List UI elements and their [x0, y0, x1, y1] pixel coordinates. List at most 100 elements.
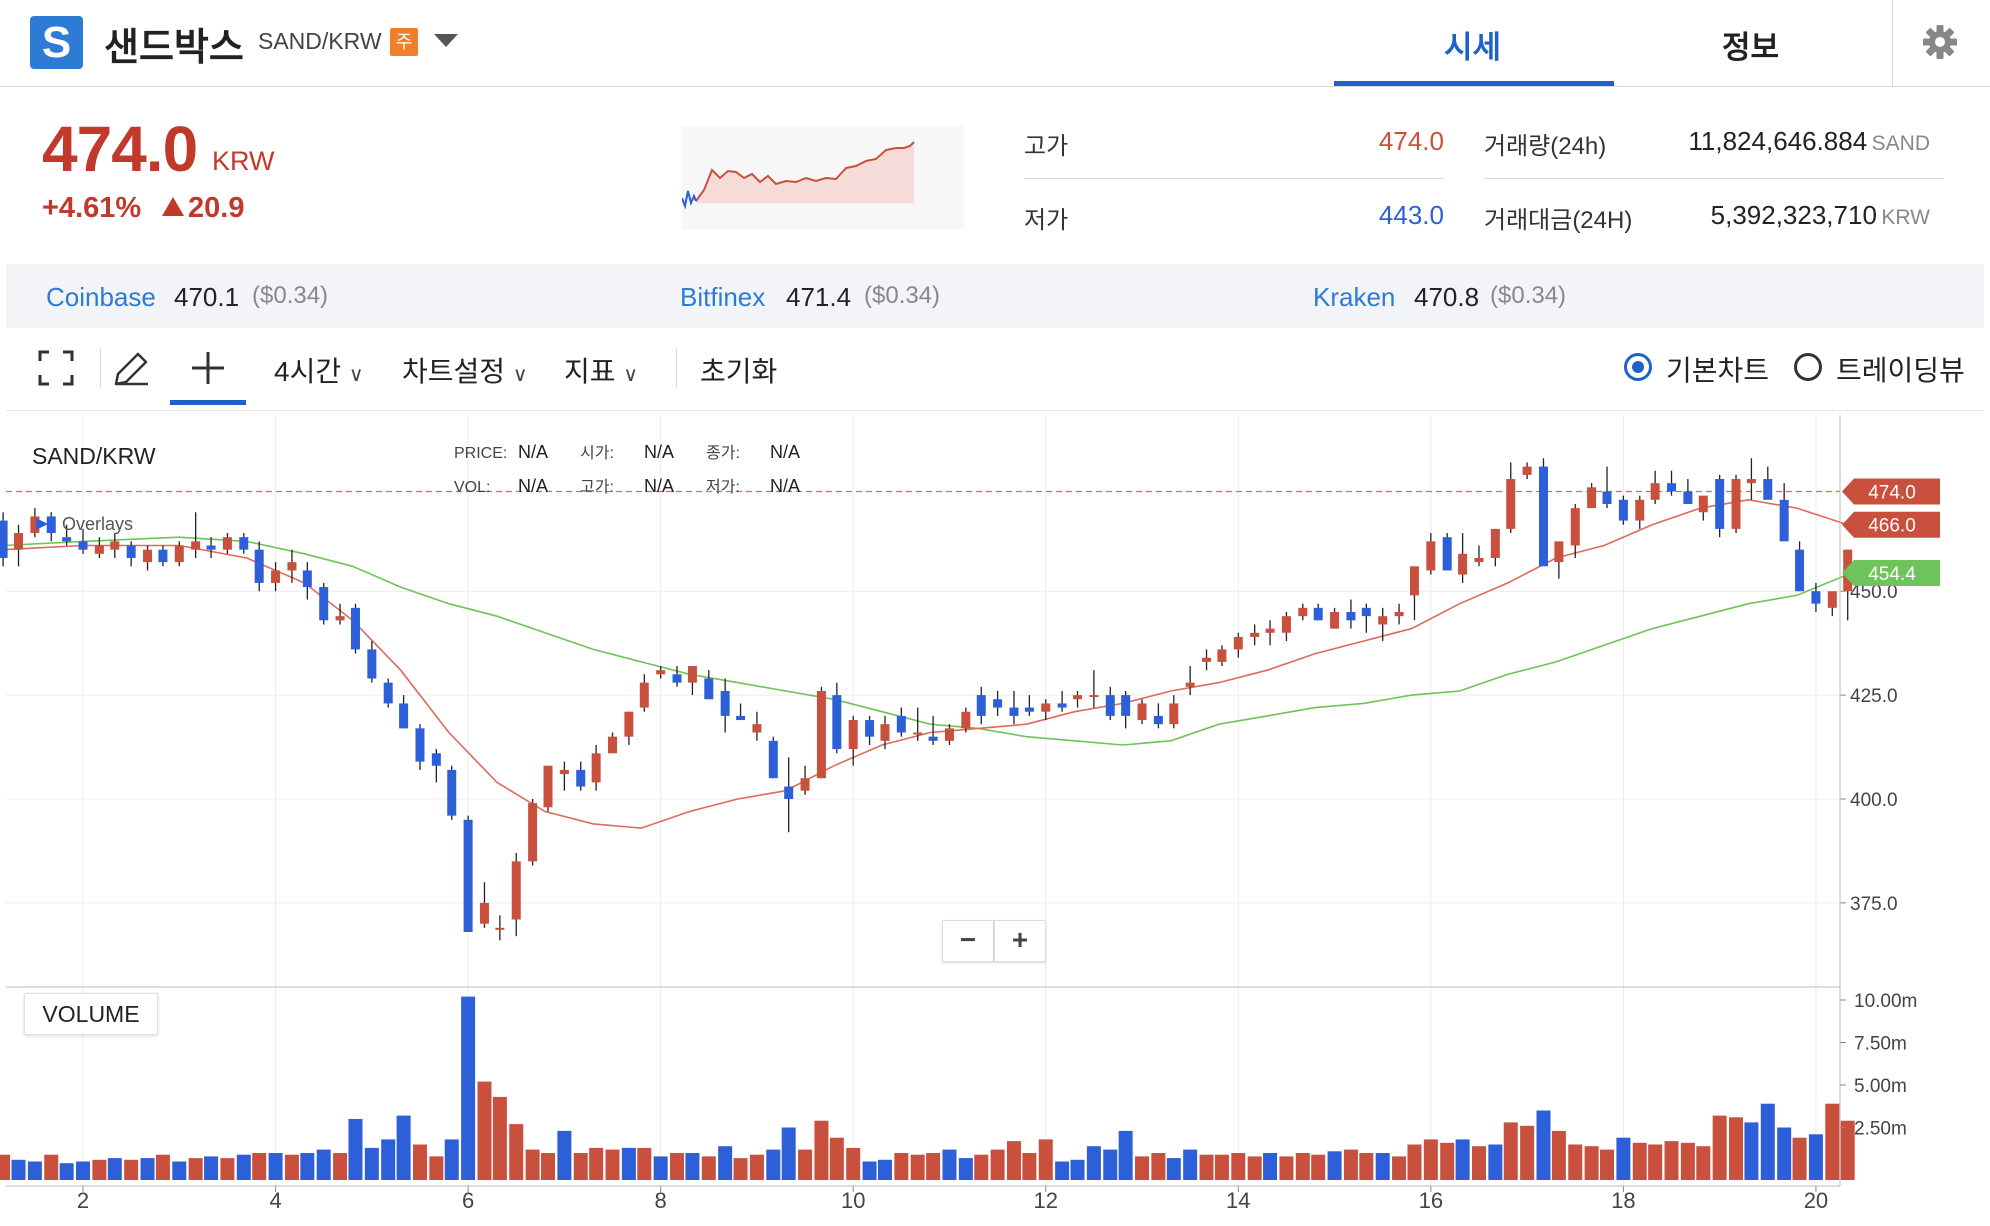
candle-body	[399, 703, 409, 729]
volume-bar	[1696, 1146, 1711, 1180]
expand-overlays-icon[interactable]	[36, 518, 48, 530]
zoom-out-button[interactable]: −	[942, 920, 994, 962]
volume-bar	[1471, 1146, 1486, 1180]
candle-body	[1587, 487, 1597, 509]
volume-bar	[541, 1153, 556, 1180]
high-label: 고가	[1024, 133, 1069, 160]
tab-info[interactable]: 정보	[1722, 30, 1780, 65]
volume-bar	[348, 1119, 363, 1180]
indicators-dropdown[interactable]: 지표 ∨	[564, 350, 638, 390]
candle-body	[1330, 612, 1340, 629]
candle-body	[816, 690, 826, 779]
change-percent: +4.61%	[42, 192, 142, 224]
candle-body	[1105, 695, 1115, 716]
volume-bar	[1503, 1122, 1518, 1180]
coin-dropdown-icon[interactable]	[434, 34, 458, 47]
volume-bar	[461, 996, 476, 1180]
volume-bar	[573, 1153, 588, 1180]
candle-body	[1169, 703, 1179, 725]
chevron-down-icon: ∨	[348, 364, 364, 386]
candle-body	[736, 715, 746, 721]
x-tick-label: 8	[655, 1188, 667, 1213]
volume-bar	[11, 1159, 26, 1180]
candle-body	[1250, 632, 1260, 637]
candle-body	[896, 715, 906, 733]
volume-bar	[589, 1147, 604, 1180]
volume-bar	[1664, 1141, 1679, 1180]
volume-bar	[846, 1147, 861, 1180]
exchange-price: 470.1	[174, 282, 240, 312]
volume-bar	[124, 1159, 139, 1180]
crosshair-icon	[192, 352, 224, 384]
candle-body	[880, 724, 890, 741]
candle-body	[1361, 607, 1371, 617]
volume-bar	[1455, 1139, 1470, 1180]
zoom-in-button[interactable]: +	[994, 920, 1046, 962]
crosshair-tool-button[interactable]	[186, 348, 230, 393]
ma-long-line	[3, 536, 1849, 746]
volume-bar	[107, 1158, 122, 1180]
candle-body	[191, 541, 201, 550]
candle-body	[1635, 499, 1645, 521]
candle-body	[1650, 483, 1660, 500]
x-tick-label: 4	[269, 1188, 281, 1213]
candle-body	[302, 570, 312, 588]
candle-body	[126, 545, 136, 558]
reset-button[interactable]: 초기화	[700, 356, 778, 387]
volume-bar	[670, 1153, 685, 1180]
candle-body	[511, 861, 521, 920]
exchange-coinbase[interactable]: Coinbase	[46, 282, 156, 312]
volume-bar	[1600, 1149, 1615, 1180]
candle-body	[495, 927, 505, 930]
pair-label: SAND/KRW	[258, 28, 382, 54]
legend-price-label: PRICE:	[454, 445, 507, 462]
volume-bar	[1488, 1144, 1503, 1180]
legend-low-value: N/A	[770, 476, 800, 496]
interval-dropdown[interactable]: 4시간 ∨	[274, 350, 364, 390]
volume-bar	[59, 1163, 74, 1180]
exchange-bitfinex[interactable]: Bitfinex	[680, 282, 766, 312]
exchange-kraken[interactable]: Kraken	[1313, 282, 1396, 312]
candle-body	[576, 769, 586, 787]
candle-body	[1057, 703, 1067, 708]
volume-bar	[477, 1081, 492, 1180]
volume-bar	[188, 1158, 203, 1180]
chart-settings-dropdown[interactable]: 차트설정 ∨	[402, 350, 527, 390]
divider	[1484, 178, 1944, 179]
sparkline-fill	[696, 142, 914, 203]
volume-bar	[204, 1156, 219, 1180]
radio-selected-icon	[1624, 353, 1652, 381]
volume-bar	[653, 1156, 668, 1180]
settings-button[interactable]	[1892, 0, 1990, 86]
volume-bar	[942, 1149, 957, 1180]
candle-body	[784, 786, 794, 799]
candle-body	[46, 516, 56, 534]
candle-body	[271, 570, 281, 583]
volume-bar	[1103, 1149, 1118, 1180]
legend-vol-value: N/A	[518, 476, 548, 496]
fullscreen-button[interactable]	[38, 350, 74, 391]
volume-bar	[509, 1124, 524, 1180]
candle-body	[383, 682, 393, 704]
candle-body	[158, 549, 168, 563]
price-marker-label: 474.0	[1868, 482, 1916, 503]
candle-body	[415, 728, 425, 762]
volume-bar	[92, 1159, 107, 1180]
volume-bar	[1840, 1120, 1855, 1180]
volume-bar	[1166, 1158, 1181, 1180]
low-label: 저가	[1024, 207, 1069, 234]
tab-market-price[interactable]: 시세	[1444, 30, 1502, 65]
volume-bar	[990, 1149, 1005, 1180]
draw-tool-button[interactable]	[110, 348, 152, 393]
volume-bar	[1616, 1137, 1631, 1180]
volume-bar	[894, 1153, 909, 1180]
candle-body	[913, 732, 923, 735]
candle-body	[1217, 649, 1227, 662]
amount-label: 거래대금(24H)	[1484, 207, 1633, 234]
volume-label: 거래량(24h)	[1484, 133, 1607, 160]
fullscreen-icon	[38, 350, 74, 386]
candlestick-chart[interactable]: 2 4 6 8 10 12 14 16 18 20 450.0 425.0 400.0 375.0 10.0…	[0, 412, 1990, 1226]
overlays-label[interactable]: Overlays	[62, 514, 133, 534]
chart-axes: 2 4 6 8 10 12 14 16 18 20 450.0 425.0 400.0 375.0 10.0…	[6, 415, 1917, 1213]
volume-bar	[1295, 1153, 1310, 1180]
